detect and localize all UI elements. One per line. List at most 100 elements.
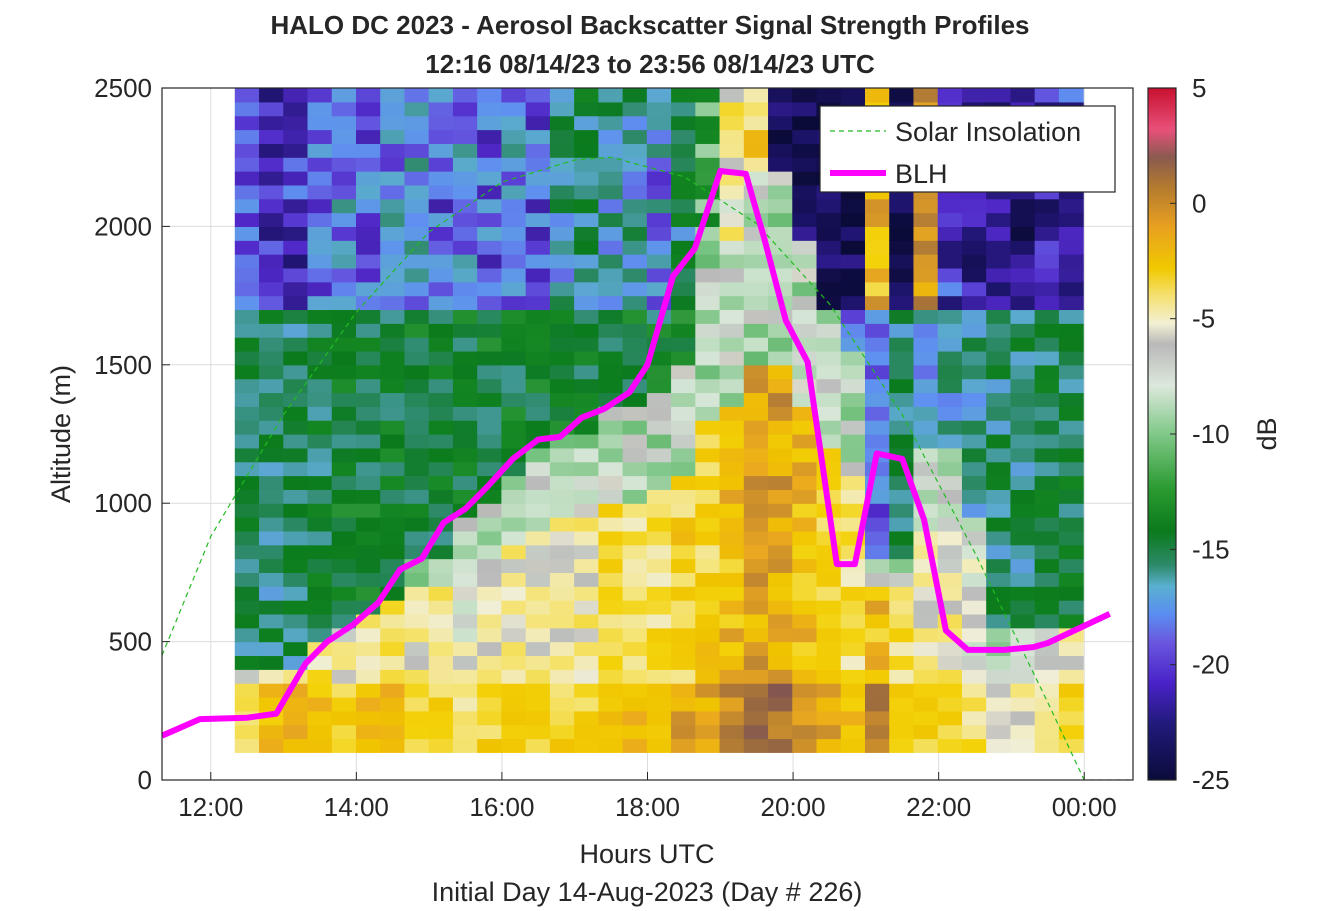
heatmap-cell xyxy=(768,613,793,629)
heatmap-cell xyxy=(501,364,527,380)
heatmap-cell xyxy=(937,738,963,753)
heatmap-cell xyxy=(671,447,696,463)
heatmap-cell xyxy=(937,503,963,518)
heatmap-cell xyxy=(549,101,575,117)
heatmap-cell xyxy=(549,669,575,684)
heatmap-cell xyxy=(913,586,939,601)
heatmap-cell xyxy=(259,738,284,753)
heatmap-cell xyxy=(404,364,430,380)
heatmap-cell xyxy=(525,558,551,573)
heatmap-cell xyxy=(864,88,890,103)
heatmap-cell xyxy=(428,503,454,518)
heatmap-cell xyxy=(937,267,963,283)
heatmap-cell xyxy=(307,613,333,629)
heatmap-cell xyxy=(259,157,284,172)
heatmap-cell xyxy=(355,503,381,518)
heatmap-cell xyxy=(380,157,406,172)
heatmap-cell xyxy=(986,669,1012,684)
heatmap-cell xyxy=(1034,544,1060,560)
heatmap-cell xyxy=(913,696,939,712)
heatmap-cell xyxy=(743,254,769,269)
heatmap-cell xyxy=(913,309,939,324)
heatmap-cell xyxy=(986,586,1012,601)
heatmap-cell xyxy=(719,613,745,629)
heatmap-cell xyxy=(1058,738,1084,753)
footnote: Initial Day 14-Aug-2023 (Day # 226) xyxy=(432,877,863,907)
heatmap-cell xyxy=(525,184,551,200)
heatmap-cell xyxy=(1034,503,1060,518)
heatmap-cell xyxy=(501,198,527,214)
heatmap-cell xyxy=(234,627,260,643)
heatmap-cell xyxy=(574,157,599,172)
heatmap-cell xyxy=(598,696,624,712)
heatmap-cell xyxy=(743,129,769,144)
heatmap-cell xyxy=(259,434,284,449)
heatmap-cell xyxy=(961,337,987,352)
heatmap-cell xyxy=(380,240,406,255)
heatmap-cell xyxy=(671,143,696,158)
heatmap-cell xyxy=(452,350,478,366)
heatmap-cell xyxy=(259,461,284,477)
heatmap-cell xyxy=(428,738,454,753)
heatmap-cell xyxy=(840,309,866,324)
heatmap-cell xyxy=(719,184,745,200)
heatmap-cell xyxy=(792,101,818,117)
heatmap-cell xyxy=(622,683,648,698)
heatmap-cell xyxy=(743,503,769,518)
heatmap-cell xyxy=(598,613,624,629)
heatmap-cell xyxy=(355,683,381,698)
heatmap-cell xyxy=(428,254,454,269)
heatmap-cell xyxy=(234,88,260,103)
heatmap-cell xyxy=(259,683,284,698)
heatmap-cell xyxy=(719,586,745,601)
heatmap-cell xyxy=(259,724,284,740)
heatmap-cell xyxy=(259,115,284,131)
heatmap-cell xyxy=(768,586,793,601)
heatmap-cell xyxy=(986,627,1012,643)
heatmap-cell xyxy=(622,627,648,643)
heatmap-cell xyxy=(719,226,745,241)
heatmap-cell xyxy=(961,392,987,407)
heatmap-cell xyxy=(695,350,721,366)
heatmap-cell xyxy=(743,627,769,643)
heatmap-cell xyxy=(840,434,866,449)
heatmap-cell xyxy=(743,240,769,255)
heatmap-cell xyxy=(525,281,551,297)
heatmap-cell xyxy=(840,212,866,227)
heatmap-cell xyxy=(840,710,866,726)
heatmap-cell xyxy=(840,281,866,297)
heatmap-cell xyxy=(477,392,503,407)
chart-title: HALO DC 2023 - Aerosol Backscatter Signa… xyxy=(270,10,1029,40)
heatmap-cell xyxy=(331,655,357,670)
heatmap-cell xyxy=(695,586,721,601)
heatmap-cell xyxy=(355,364,381,380)
heatmap-cell xyxy=(1058,447,1084,463)
heatmap-cell xyxy=(695,115,721,131)
heatmap-cell xyxy=(598,669,624,684)
heatmap-cell xyxy=(889,641,915,657)
heatmap-cell xyxy=(864,627,890,643)
heatmap-cell xyxy=(937,323,963,338)
heatmap-cell xyxy=(695,240,721,255)
heatmap-cell xyxy=(622,143,648,158)
heatmap-cell xyxy=(331,489,357,504)
heatmap-cell xyxy=(574,434,599,449)
heatmap-cell xyxy=(355,738,381,753)
heatmap-cell xyxy=(331,544,357,560)
heatmap-cell xyxy=(477,184,503,200)
heatmap-cell xyxy=(719,254,745,269)
heatmap-cell xyxy=(234,447,260,463)
heatmap-cell xyxy=(574,641,599,657)
heatmap-cell xyxy=(234,378,260,394)
heatmap-cell xyxy=(477,337,503,352)
heatmap-cell xyxy=(768,461,793,477)
heatmap-cell xyxy=(404,337,430,352)
heatmap-cell xyxy=(792,115,818,131)
heatmap-cell xyxy=(355,710,381,726)
heatmap-cell xyxy=(695,406,721,421)
heatmap-cell xyxy=(889,254,915,269)
heatmap-cell xyxy=(1010,198,1036,214)
heatmap-cell xyxy=(986,558,1012,573)
y-axis-label: Altitude (m) xyxy=(46,365,76,503)
heatmap-cell xyxy=(283,392,309,407)
